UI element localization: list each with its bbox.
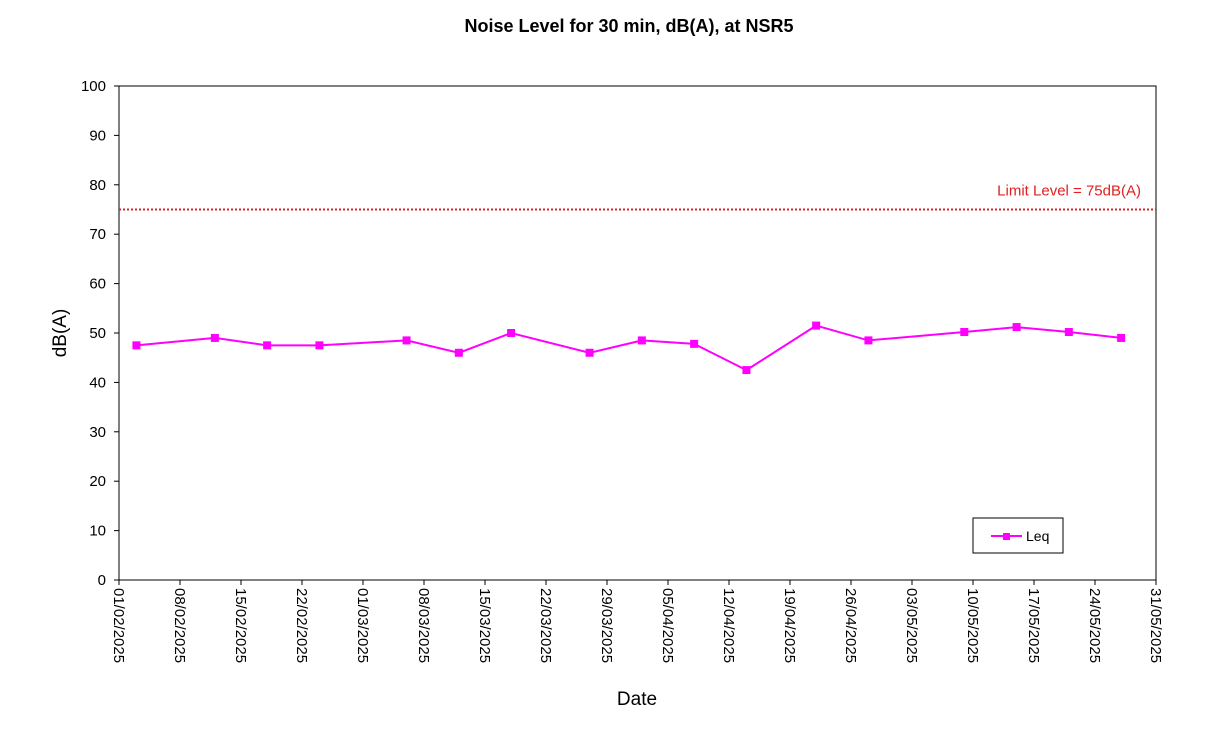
legend-entry-leq: Leq: [1026, 528, 1049, 544]
data-point-12: [864, 336, 873, 345]
data-point-13: [960, 328, 969, 337]
x-tick-label: 08/02/2025: [171, 588, 188, 663]
y-tick-label: 10: [89, 523, 106, 540]
plot-area: [118, 85, 1157, 581]
data-point-3: [315, 341, 324, 350]
x-axis-label: Date: [617, 689, 657, 710]
data-point-4: [402, 336, 411, 345]
y-tick-label: 70: [89, 226, 106, 243]
x-tick-label: 15/03/2025: [476, 588, 493, 663]
y-axis: 0 10 20 30 40 50 60 70 80 90 100: [81, 78, 119, 589]
data-point-6: [507, 329, 516, 337]
x-tick-label: 29/03/2025: [598, 588, 615, 663]
data-point-0: [132, 341, 141, 350]
x-tick-label: 24/05/2025: [1086, 588, 1103, 663]
x-axis: 01/02/2025 08/02/2025 15/02/2025 22/02/2025…: [110, 580, 1164, 663]
data-point-2: [263, 341, 272, 350]
x-tick-label: 26/04/2025: [842, 588, 859, 663]
data-point-7: [585, 348, 594, 357]
data-point-9: [690, 339, 699, 348]
chart-title: Noise Level for 30 min, dB(A), at NSR5: [464, 16, 794, 36]
x-tick-label: 19/04/2025: [781, 588, 798, 663]
x-tick-label: 10/05/2025: [964, 588, 981, 663]
data-point-10: [742, 366, 751, 375]
limit-label: Limit Level = 75dB(A): [997, 183, 1141, 200]
data-point-14: [1012, 323, 1021, 332]
x-tick-label: 15/02/2025: [232, 588, 249, 663]
data-point-8: [637, 336, 646, 345]
x-tick-label: 22/02/2025: [293, 588, 310, 663]
y-tick-label: 100: [81, 78, 106, 95]
legend: Leq: [972, 517, 1064, 554]
x-tick-label: 12/04/2025: [720, 588, 737, 663]
x-tick-label: 22/03/2025: [537, 588, 554, 663]
data-point-5: [454, 348, 463, 357]
x-tick-label: 03/05/2025: [903, 588, 920, 663]
y-tick-label: 90: [89, 127, 106, 144]
y-tick-label: 50: [89, 325, 106, 342]
y-tick-label: 40: [89, 374, 106, 391]
y-axis-label: dB(A): [50, 309, 71, 358]
y-tick-label: 80: [89, 177, 106, 194]
series-points-leq: [132, 321, 1126, 375]
y-tick-label: 60: [89, 276, 106, 293]
x-tick-label: 31/05/2025: [1147, 588, 1164, 663]
x-tick-label: 05/04/2025: [659, 588, 676, 663]
y-tick-label: 30: [89, 424, 106, 441]
data-point-1: [210, 333, 219, 342]
x-tick-label: 01/02/2025: [110, 588, 127, 663]
x-tick-label: 17/05/2025: [1025, 588, 1042, 663]
y-tick-label: 0: [98, 572, 106, 589]
legend-marker-icon: [1003, 533, 1010, 540]
data-point-16: [1117, 333, 1126, 342]
y-tick-label: 20: [89, 473, 106, 490]
x-tick-label: 01/03/2025: [354, 588, 371, 663]
data-point-11: [812, 321, 821, 330]
x-tick-label: 08/03/2025: [415, 588, 432, 663]
data-point-15: [1064, 328, 1073, 337]
